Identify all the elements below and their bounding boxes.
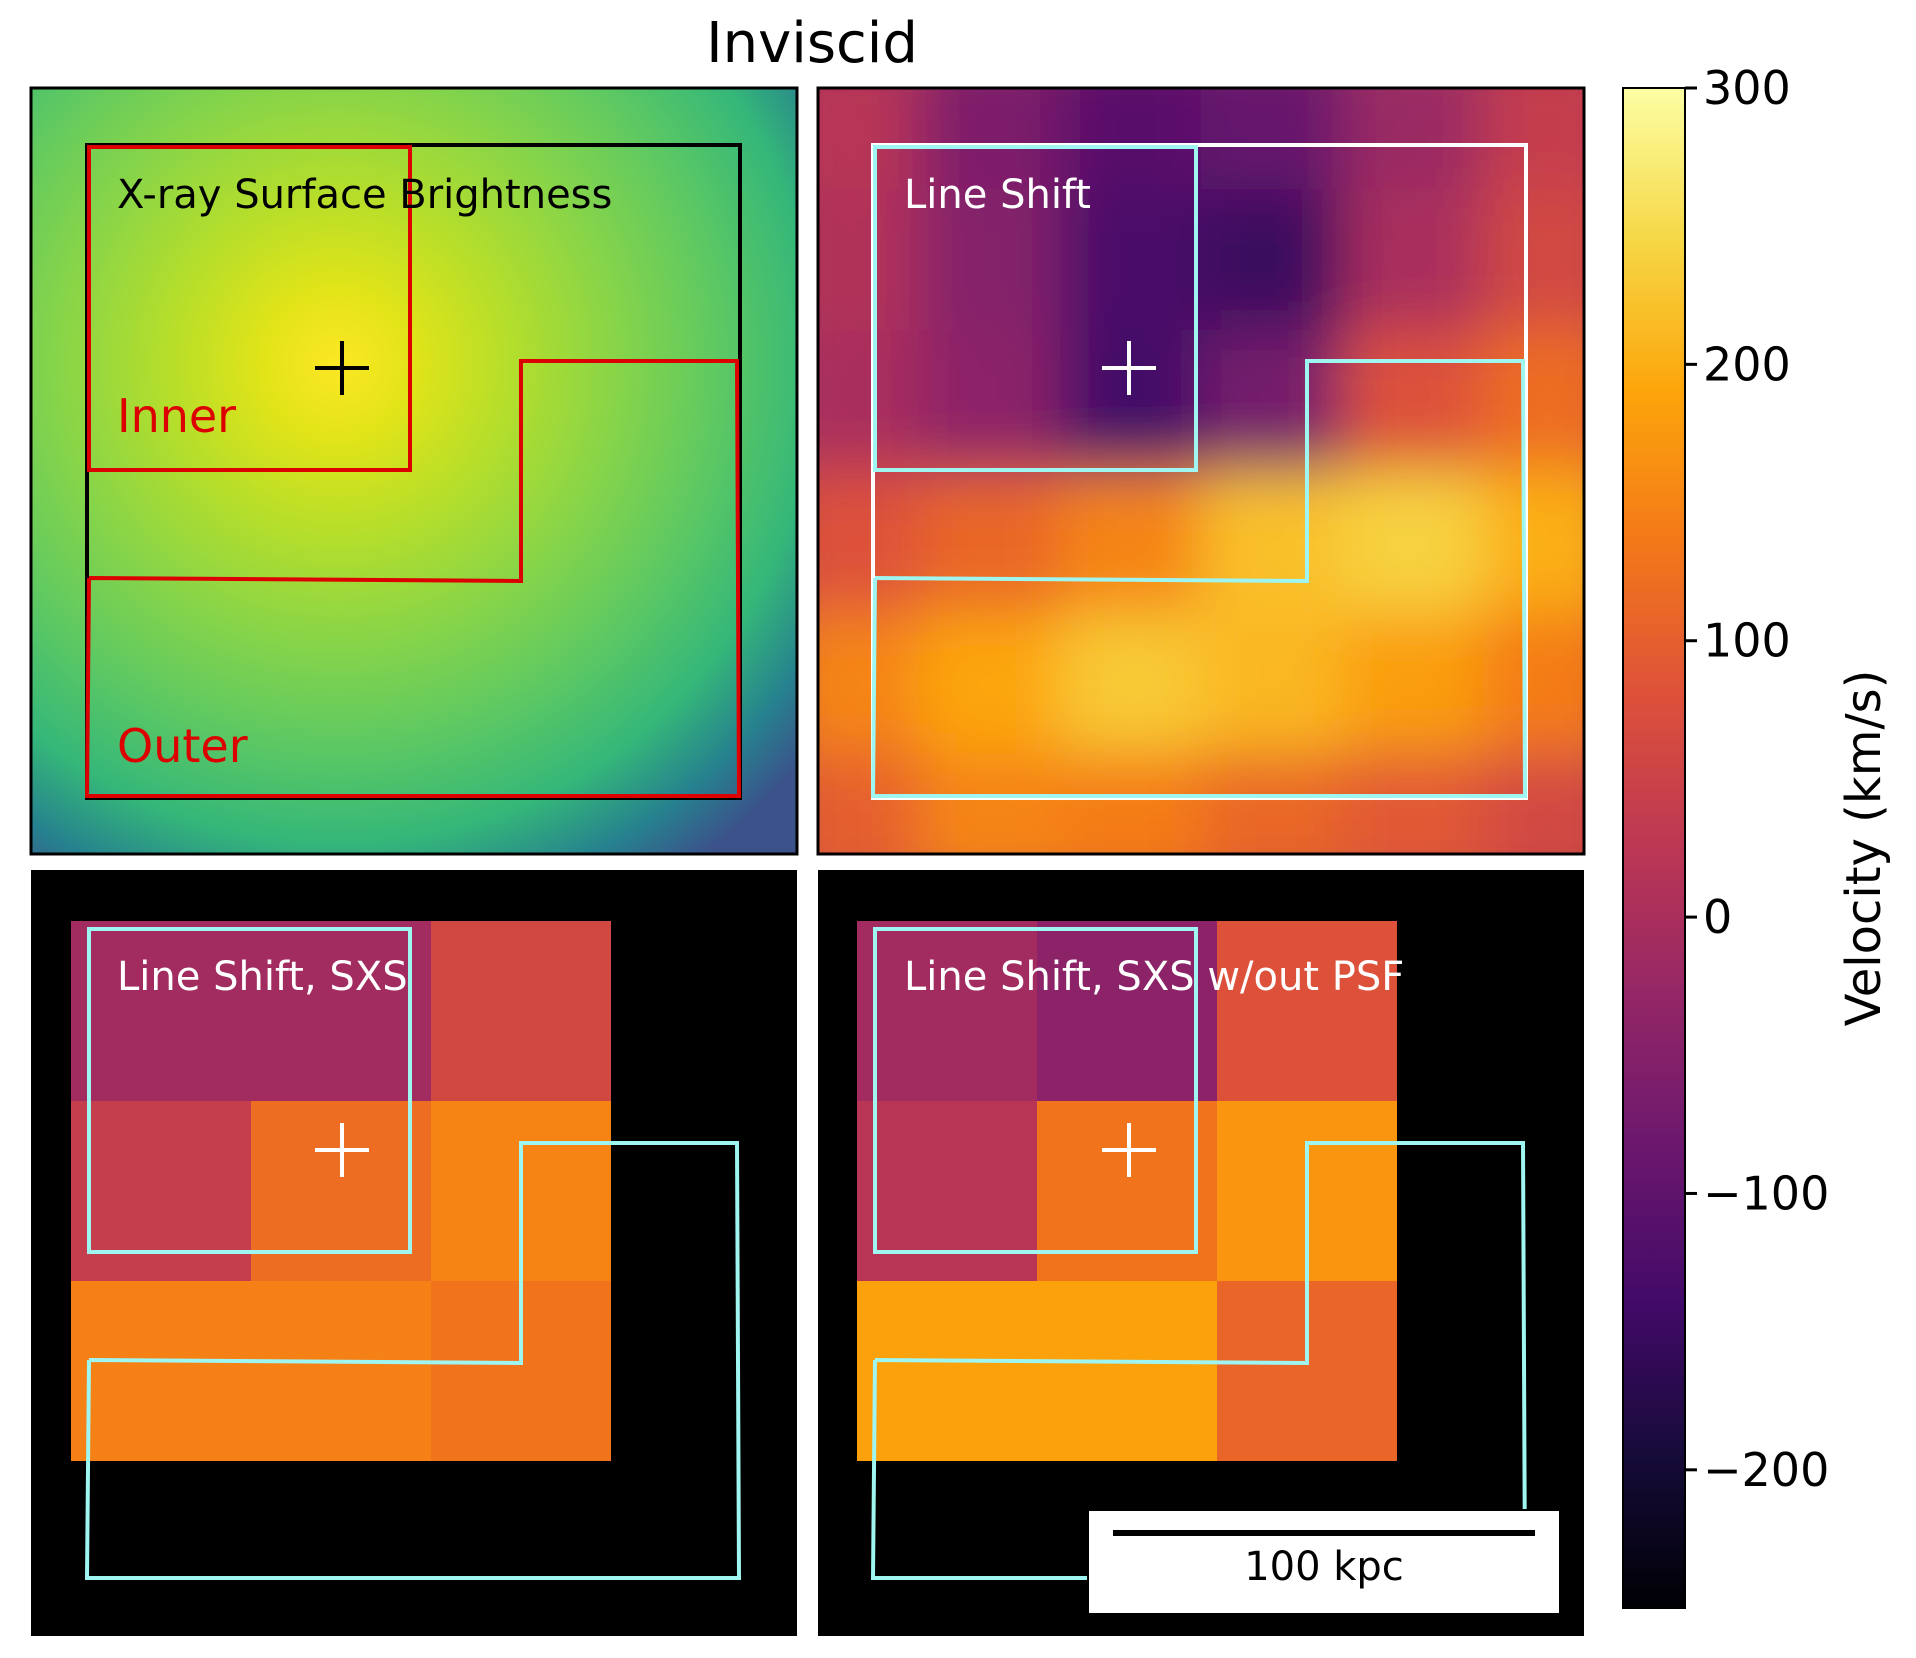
center-crosshair xyxy=(1102,1123,1156,1177)
velocity-cell xyxy=(1060,88,1202,190)
panel-line-shift-sxs: Line Shift, SXS xyxy=(31,870,797,1636)
sxs-no-psf-pixel-grid xyxy=(857,921,1397,1461)
colorbar-tick-label: 200 xyxy=(1703,337,1791,391)
velocity-cell xyxy=(1483,612,1584,754)
outer-region-label: Outer xyxy=(117,719,248,773)
velocity-cell xyxy=(1201,471,1343,613)
panel-xray-surface-brightness: X-ray Surface Brightness Inner Outer xyxy=(29,86,799,856)
panel-2-frame xyxy=(816,86,1586,856)
sxs-pixel xyxy=(1037,1281,1217,1461)
colorbar-ticks: 300 200 100 0 −100 −200 xyxy=(1685,61,1829,1497)
scalebar-label: 100 kpc xyxy=(1244,1544,1404,1590)
inner-region-box xyxy=(873,145,1198,472)
center-crosshair xyxy=(315,1123,369,1177)
velocity-cell xyxy=(818,471,920,613)
velocity-field xyxy=(818,88,1584,854)
velocity-cell xyxy=(818,753,920,854)
outer-region-box xyxy=(870,359,1528,798)
sxs-pixel xyxy=(251,921,431,1101)
sxs-pixel xyxy=(857,921,1037,1101)
velocity-cell xyxy=(1201,189,1343,331)
velocity-cell xyxy=(1342,753,1484,854)
sxs-pixel xyxy=(857,1281,1037,1461)
outer-region-box xyxy=(84,1141,742,1580)
sxs-pixel xyxy=(71,921,251,1101)
velocity-cell xyxy=(1060,471,1202,613)
panel-line-shift: Line Shift xyxy=(816,86,1586,856)
velocity-cell xyxy=(1201,753,1343,854)
scalebar: 100 kpc xyxy=(1087,1509,1561,1615)
velocity-cell xyxy=(1060,189,1202,331)
panel-1-label: X-ray Surface Brightness xyxy=(117,172,612,218)
panel-4-label: Line Shift, SXS w/out PSF xyxy=(904,954,1404,1000)
velocity-cell xyxy=(1201,88,1343,190)
colorbar-gradient xyxy=(1622,87,1686,1609)
panel-2-label: Line Shift xyxy=(904,172,1091,218)
line-shift-heatmap xyxy=(818,88,1584,854)
velocity-cell xyxy=(1201,612,1343,754)
velocity-cell xyxy=(919,753,1061,854)
scalebar-box xyxy=(1087,1509,1561,1615)
velocity-cell xyxy=(1483,471,1584,613)
velocity-cell xyxy=(1060,612,1202,754)
velocity-cell xyxy=(1342,189,1484,331)
sxs-pixel xyxy=(1037,921,1217,1101)
panel-line-shift-sxs-no-psf: Line Shift, SXS w/out PSF 100 kpc xyxy=(818,870,1584,1636)
inner-region-label: Inner xyxy=(117,389,236,443)
colorbar-label: Velocity (km/s) xyxy=(1836,670,1892,1027)
velocity-cell xyxy=(919,330,1061,472)
velocity-cell xyxy=(1483,330,1584,472)
inner-region-box xyxy=(873,927,1198,1254)
inner-region-box xyxy=(87,145,412,472)
sxs-pixel xyxy=(431,921,611,1101)
panel-1-frame xyxy=(29,86,799,856)
colorbar-tick-label: 100 xyxy=(1703,614,1791,668)
inner-region-box xyxy=(87,927,412,1254)
center-crosshair xyxy=(315,341,369,395)
velocity-cell xyxy=(1342,612,1484,754)
velocity-cell xyxy=(1060,753,1202,854)
velocity-cell xyxy=(1342,330,1484,472)
velocity-cell xyxy=(1201,330,1343,472)
velocity-cell xyxy=(1483,753,1584,854)
outer-region-box xyxy=(870,1141,1528,1580)
velocity-cell xyxy=(1483,88,1584,190)
sxs-pixel xyxy=(251,1281,431,1461)
velocity-cell xyxy=(919,612,1061,754)
center-crosshair xyxy=(1102,341,1156,395)
chart-title: Inviscid xyxy=(706,11,918,76)
velocity-cell xyxy=(1342,471,1484,613)
colorbar-tick-label: 300 xyxy=(1703,61,1791,115)
colorbar-tick-label: 0 xyxy=(1703,890,1732,944)
velocity-cell xyxy=(919,189,1061,331)
velocity-cell xyxy=(818,330,920,472)
velocity-cell xyxy=(818,88,920,190)
velocity-cell xyxy=(919,88,1061,190)
sxs-pixel-grid xyxy=(71,921,611,1461)
colorbar-tick-label: −200 xyxy=(1703,1443,1829,1497)
velocity-cell xyxy=(919,471,1061,613)
panel-3-label: Line Shift, SXS xyxy=(117,954,408,1000)
velocity-cell xyxy=(1483,189,1584,331)
velocity-cell xyxy=(818,612,920,754)
colorbar-tick-label: −100 xyxy=(1703,1166,1829,1220)
velocity-cell xyxy=(818,189,920,331)
outer-region-box xyxy=(84,359,742,798)
velocity-cell xyxy=(1342,88,1484,190)
sxs-pixel xyxy=(1217,921,1397,1101)
colorbar: 300 200 100 0 −100 −200 Velocity (km/s) xyxy=(1622,61,1892,1609)
sxs-pixel xyxy=(71,1281,251,1461)
